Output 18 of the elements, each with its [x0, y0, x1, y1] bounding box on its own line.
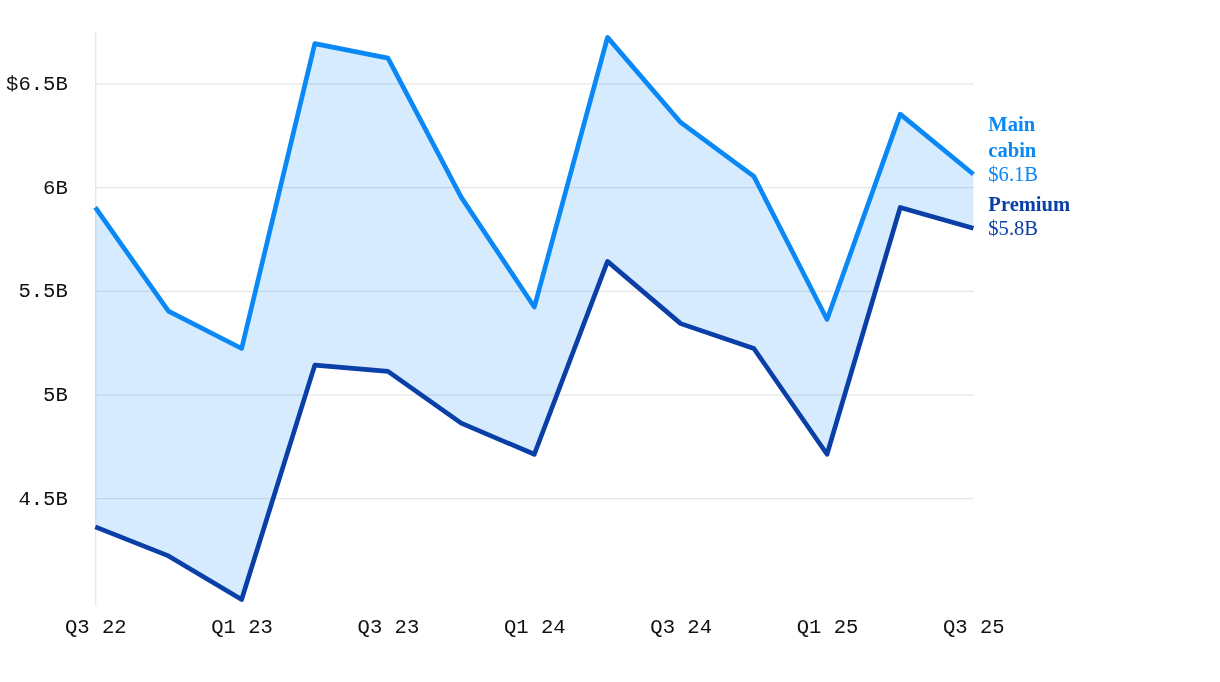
x-tick-label: Q3 23	[357, 616, 420, 640]
x-tick-label: Q1 23	[211, 616, 273, 640]
y-tick-label: 5B	[43, 384, 68, 408]
x-tick-label: Q1 24	[503, 616, 566, 640]
y-tick-label: 6B	[43, 176, 68, 200]
x-tick-label: Q3 24	[650, 616, 712, 640]
series-label: Premium	[988, 193, 1071, 216]
line-series	[92, 35, 976, 351]
x-tick-label: Q1 25	[796, 616, 859, 640]
line-series	[92, 205, 976, 602]
y-tick-label: 4.5B	[18, 487, 68, 511]
data-label: $6.1B	[988, 162, 1038, 185]
series-label: Main cabin	[988, 113, 1037, 162]
y-tick-label: 5.5B	[18, 280, 68, 304]
x-tick-label: Q3 22	[64, 616, 127, 640]
y-tick-label: $6.5B	[6, 73, 68, 97]
data-label: $5.8B	[988, 216, 1038, 239]
x-tick-label: Q3 25	[943, 616, 1005, 640]
